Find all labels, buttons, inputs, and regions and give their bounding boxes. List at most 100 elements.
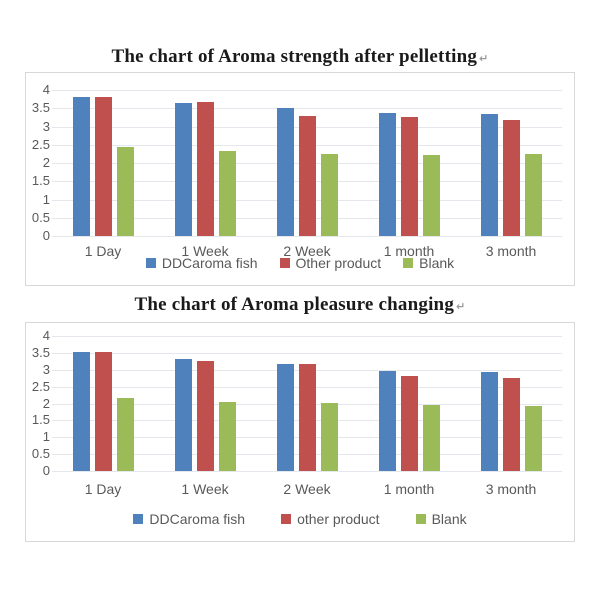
gridline	[52, 471, 562, 472]
bar-blank	[320, 154, 338, 236]
legend-swatch-icon	[133, 514, 144, 524]
legend-label: Other product	[295, 255, 382, 271]
chart-title-text: The chart of Aroma strength after pellet…	[111, 46, 478, 67]
bar-other-product	[502, 120, 520, 236]
legend-label: DDCaroma fish	[149, 511, 246, 527]
paragraph-mark-icon: ↵	[456, 300, 466, 313]
x-axis-category-label: 1 Week	[181, 481, 229, 497]
bar-blank	[422, 155, 440, 236]
gridline	[52, 236, 562, 237]
x-axis-category-label: 2 Week	[283, 243, 331, 259]
bar-ddcaroma-fish	[276, 364, 294, 471]
legend-item: Blank	[403, 255, 454, 271]
y-axis-tick-label: 0.5	[31, 209, 50, 225]
legend-item: Other product	[279, 255, 382, 271]
x-axis-category-label: 1 Day	[84, 243, 122, 259]
gridline	[52, 108, 562, 110]
bar-ddcaroma-fish	[378, 371, 396, 471]
y-axis-tick-label: 0	[42, 228, 50, 243]
y-axis-tick-label: 3.5	[31, 100, 50, 116]
legend-swatch-icon	[281, 514, 292, 524]
bar-blank	[524, 154, 542, 236]
bar-ddcaroma-fish	[174, 359, 192, 471]
x-axis: 1 Day 1 Week 2 Week 1 month 3 month	[52, 243, 562, 259]
bar-other-product	[94, 352, 112, 471]
gridline	[52, 352, 562, 354]
bar-group	[52, 90, 154, 236]
legend-swatch-icon	[279, 258, 290, 268]
bar-ddcaroma-fish	[72, 352, 90, 471]
bar-group	[358, 90, 460, 236]
chart-strength-after-pelletting: 4 3.5 3 2.5 2 1.5 1 0.5 0 1 Day 1 Week 2 Week 1 mon…	[25, 72, 575, 286]
legend-label: DDCaroma fish	[161, 255, 258, 271]
x-axis-category-label: 2 Week	[283, 481, 331, 497]
x-axis-category-label: 3 month	[485, 243, 537, 259]
legend-label: Blank	[419, 255, 455, 271]
y-axis-tick-label: 4	[42, 328, 50, 343]
y-axis-tick-label: 0.5	[31, 446, 50, 462]
bar-group	[154, 336, 256, 471]
y-axis-tick-label: 2.5	[31, 136, 50, 152]
chart-title-strength: The chart of Aroma strength after pellet…	[0, 46, 600, 68]
bar-other-product	[298, 116, 316, 236]
bar-other-product	[298, 364, 316, 471]
legend: DDCaroma fish other product Blank	[26, 511, 574, 527]
bar-blank	[218, 151, 236, 236]
bar-ddcaroma-fish	[276, 108, 294, 236]
y-axis-tick-label: 1.5	[31, 412, 50, 428]
y-axis-tick-label: 2.5	[31, 378, 50, 394]
bar-group	[52, 336, 154, 471]
bar-ddcaroma-fish	[480, 114, 498, 236]
y-axis-tick-label: 3	[42, 118, 50, 134]
legend-item: DDCaroma fish	[145, 255, 258, 271]
bar-other-product	[196, 361, 214, 471]
y-axis: 4 3.5 3 2.5 2 1.5 1 0.5 0	[28, 323, 52, 541]
chart-title-text: The chart of Aroma pleasure changing	[134, 294, 455, 315]
x-axis-category-label: 1 Week	[181, 243, 229, 259]
gridline	[52, 336, 562, 337]
legend-item: DDCaroma fish	[133, 511, 245, 527]
bar-group	[358, 336, 460, 471]
paragraph-mark-icon: ↵	[479, 52, 489, 65]
bar-other-product	[502, 378, 520, 471]
legend-label: Blank	[431, 511, 467, 527]
y-axis: 4 3.5 3 2.5 2 1.5 1 0.5 0	[28, 73, 52, 285]
y-axis-tick-label: 2	[42, 155, 50, 170]
bar-other-product	[400, 376, 418, 471]
bar-other-product	[94, 97, 112, 236]
y-axis-tick-label: 1	[42, 429, 50, 445]
plot-area	[52, 336, 562, 471]
bar-group	[154, 90, 256, 236]
x-axis: 1 Day 1 Week 2 Week 1 month 3 month	[52, 481, 562, 497]
legend-swatch-icon	[403, 258, 414, 268]
y-axis-tick-label: 3	[42, 361, 50, 377]
legend-item: other product	[281, 511, 380, 527]
plot-area	[52, 90, 562, 236]
bar-ddcaroma-fish	[174, 103, 192, 236]
legend: DDCaroma fish Other product Blank	[26, 255, 574, 271]
x-axis-category-label: 1 Day	[84, 481, 122, 497]
legend-label: other product	[297, 511, 380, 527]
bar-blank	[218, 402, 236, 471]
bar-blank	[116, 398, 134, 471]
bar-blank	[320, 403, 338, 471]
bar-blank	[524, 406, 542, 471]
x-axis-category-label: 1 month	[383, 481, 435, 497]
y-axis-tick-label: 1.5	[31, 173, 50, 189]
legend-swatch-icon	[415, 514, 426, 524]
y-axis-tick-label: 2	[42, 395, 50, 411]
bar-blank	[116, 147, 134, 236]
bar-group	[256, 336, 358, 471]
bar-blank	[422, 405, 440, 471]
bar-group	[460, 90, 562, 236]
legend-item: Blank	[415, 511, 467, 527]
chart-title-pleasure: The chart of Aroma pleasure changing ↵	[0, 294, 600, 316]
gridline	[52, 90, 562, 91]
bar-other-product	[400, 117, 418, 236]
y-axis-tick-label: 1	[42, 191, 50, 207]
y-axis-tick-label: 0	[42, 463, 50, 478]
bar-other-product	[196, 102, 214, 236]
bar-ddcaroma-fish	[480, 372, 498, 471]
x-axis-category-label: 3 month	[485, 481, 537, 497]
